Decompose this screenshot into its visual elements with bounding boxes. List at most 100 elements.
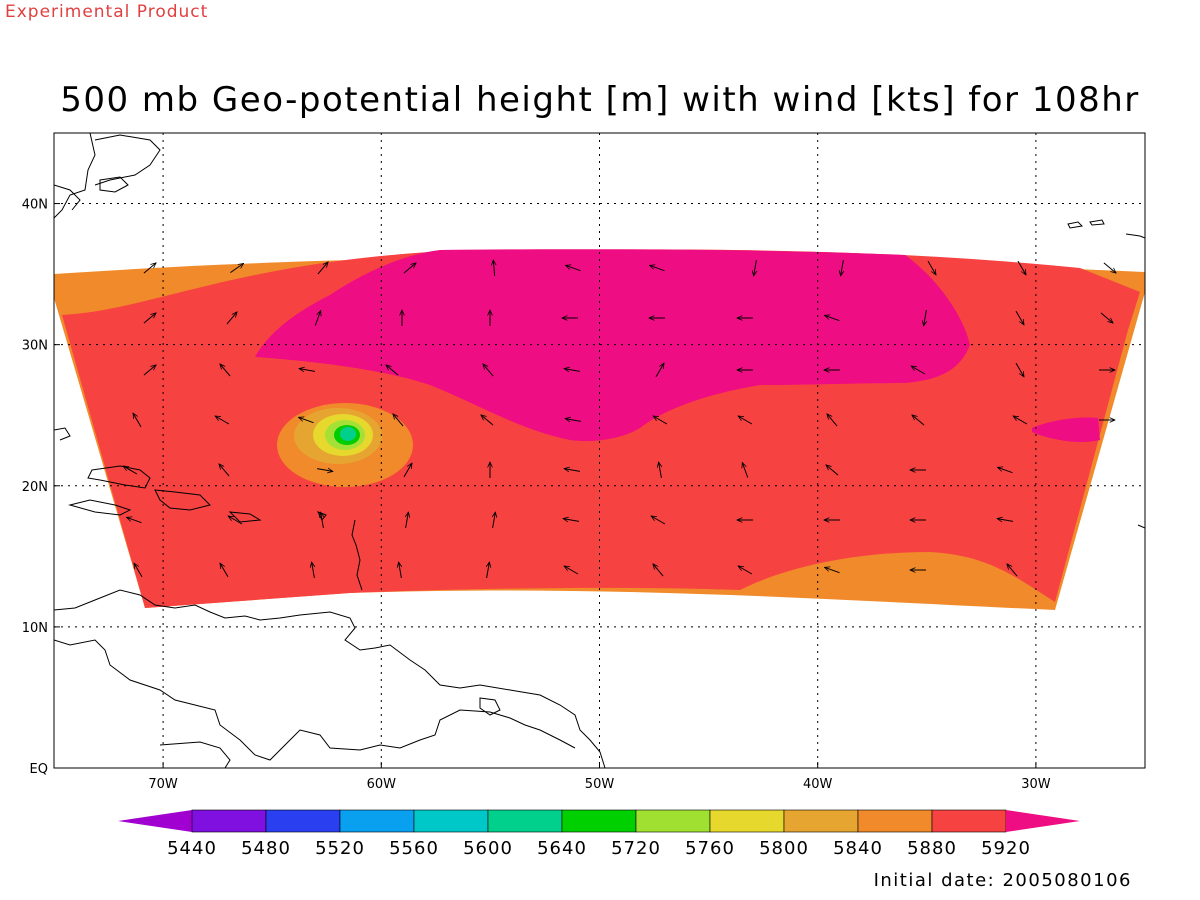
longitude-labels: 70W 60W 50W 40W 30W: [148, 777, 1050, 792]
wind-arrow: [1013, 416, 1028, 425]
wind-arrow: [564, 469, 580, 472]
map-frame: [53, 132, 1146, 769]
wind-arrow: [1015, 362, 1024, 377]
experimental-product-label: Experimental Product: [5, 2, 209, 22]
lat-tick-label: 20N: [22, 480, 48, 495]
lat-tick-label: 30N: [22, 339, 48, 354]
wind-arrow: [564, 566, 579, 575]
wind-arrow: [321, 512, 324, 528]
colorbar-high-arrow: [1006, 810, 1080, 832]
lat-lon-grid: [54, 133, 1145, 769]
colorbar-box: [931, 809, 1007, 833]
colorbar-label: 5920: [981, 838, 1031, 859]
lon-tick-label: 50W: [585, 777, 615, 792]
wind-arrow: [406, 512, 409, 528]
map-area: [54, 133, 1145, 768]
wind-arrow: [403, 463, 412, 478]
wind-arrow: [565, 419, 581, 422]
colorbar-label: 5720: [611, 838, 661, 859]
lon-tick-label: 30W: [1021, 777, 1051, 792]
wind-arrow: [299, 417, 314, 424]
wind-arrow: [1017, 260, 1026, 275]
wind-arrow: [317, 262, 328, 275]
lon-tick-label: 60W: [367, 777, 397, 792]
colorbar-label: 5560: [389, 838, 439, 859]
colorbar-box: [191, 809, 267, 833]
wind-arrow: [997, 519, 1013, 522]
height-band-5960-east: [1032, 417, 1100, 443]
colorbar-box: [413, 809, 489, 833]
wind-arrow: [1007, 564, 1018, 577]
wind-arrow: [312, 562, 315, 578]
wind-arrow: [564, 369, 580, 372]
wind-arrow: [215, 416, 230, 425]
wind-arrow: [143, 365, 156, 376]
wind-arrow: [230, 263, 243, 274]
wind-arrow: [228, 516, 243, 525]
wind-arrow: [911, 366, 926, 375]
colorbar-box: [783, 809, 859, 833]
colorbar-label: 5640: [537, 838, 587, 859]
wind-arrow: [738, 566, 753, 575]
lat-tick-label: 10N: [22, 621, 48, 636]
wind-arrow: [143, 263, 156, 274]
colorbar-label: 5800: [759, 838, 809, 859]
wind-arrow: [827, 414, 838, 427]
lat-tick-label: 40N: [22, 198, 48, 213]
wind-arrow: [754, 260, 757, 276]
colorbar-box: [709, 809, 785, 833]
wind-arrow: [219, 464, 230, 477]
wind-arrow: [825, 567, 840, 574]
wind-arrow: [299, 369, 315, 372]
colorbar-box: [635, 809, 711, 833]
wind-vectors: [123, 260, 1116, 578]
wind-arrow: [566, 265, 581, 272]
lon-tick-label: 70W: [148, 777, 178, 792]
wind-arrow: [493, 512, 496, 528]
wind-arrow: [493, 260, 494, 277]
wind-arrow: [825, 315, 840, 322]
colorbar-label: 5480: [241, 838, 291, 859]
wind-arrow: [226, 312, 237, 325]
lon-tick-label: 40W: [803, 777, 833, 792]
chart-title: 500 mb Geo-potential height [m] with win…: [60, 80, 1140, 120]
colorbar-label: 5760: [685, 838, 735, 859]
colorbar-box: [561, 809, 637, 833]
wind-arrow: [143, 313, 156, 324]
wind-arrow: [563, 519, 579, 522]
wind-arrow: [134, 563, 143, 578]
wind-arrow: [127, 517, 142, 524]
colorbar-label: 5520: [315, 838, 365, 859]
wind-arrow: [659, 462, 662, 478]
colorbar-label: 5840: [833, 838, 883, 859]
lat-tick-label: EQ: [30, 762, 48, 777]
wind-arrow: [927, 260, 936, 275]
colorbar-box: [857, 809, 933, 833]
initial-date-label: Initial date: 2005080106: [873, 870, 1132, 891]
wind-arrow: [220, 364, 231, 377]
wind-arrow: [399, 562, 402, 578]
wind-arrow: [1103, 262, 1116, 273]
colorbar-label: 5880: [907, 838, 957, 859]
wind-arrow: [314, 311, 320, 326]
wind-arrow: [655, 363, 664, 378]
wind-arrow: [650, 265, 665, 272]
wind-arrow: [1100, 312, 1113, 323]
wind-arrow: [403, 263, 416, 274]
wind-arrow: [220, 563, 229, 578]
wind-arrow: [738, 416, 753, 425]
height-band-5960: [255, 249, 970, 442]
colorbar-box: [339, 809, 415, 833]
colorbar-label: 5600: [463, 838, 513, 859]
wind-arrow: [653, 564, 664, 577]
wind-arrow: [123, 466, 138, 475]
colorbar-label: 5440: [167, 838, 217, 859]
wind-arrow: [487, 562, 490, 578]
wind-arrow: [386, 365, 399, 376]
wind-arrow: [483, 364, 494, 377]
wind-arrow: [841, 260, 844, 276]
wind-arrow: [924, 310, 927, 326]
colorbar-box: [487, 809, 563, 833]
wind-arrow: [1015, 310, 1024, 325]
